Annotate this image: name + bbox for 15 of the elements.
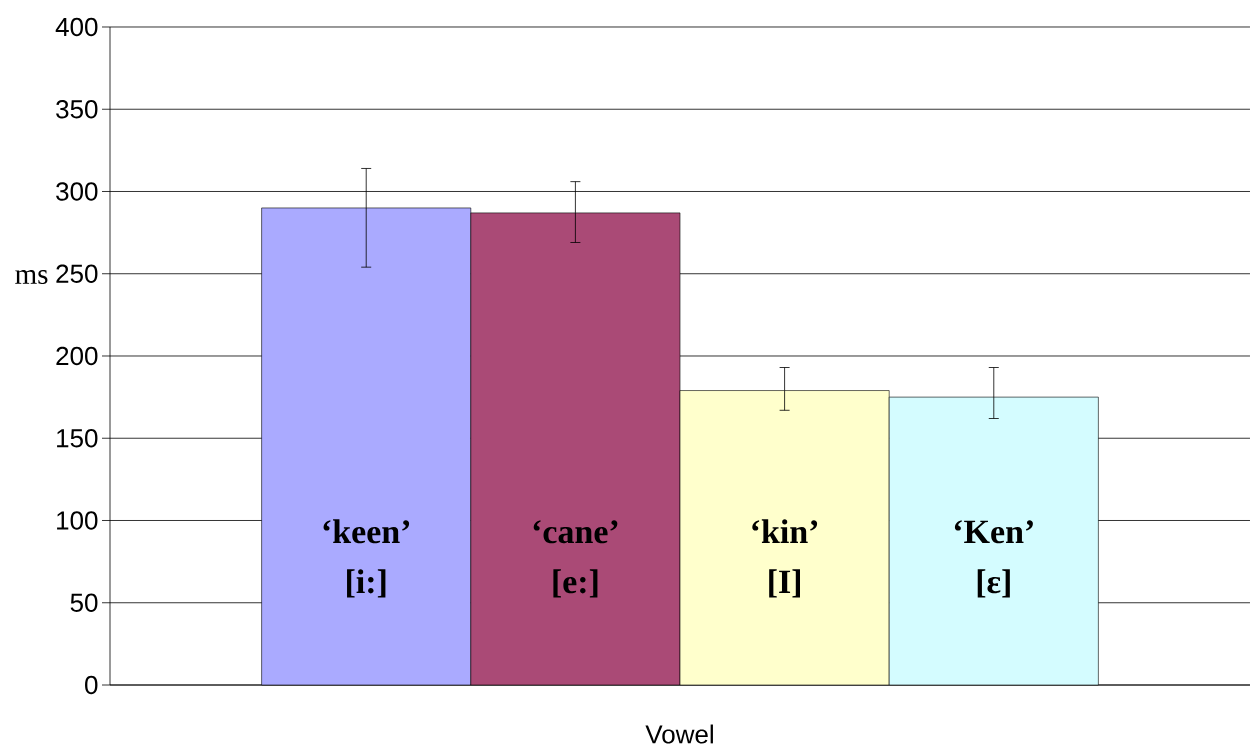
y-tick-label: 0 [85,675,98,695]
series-label: ‘cane’ [e:] [533,520,618,598]
y-tick-label: 300 [56,182,98,201]
y-tick-label: 50 [70,593,98,612]
y-tick-label: 100 [57,511,98,530]
y-axis-title: ms [15,270,48,285]
y-tick-label: 150 [57,429,98,448]
y-tick-label: 400 [55,17,98,37]
y-tick-label: 350 [56,100,98,119]
x-axis-title: Vowel [645,724,713,744]
series-label: ‘Ken’ [ε] [954,520,1033,598]
series-label: ‘keen’ [i:] [323,519,410,598]
y-tick-label: 250 [56,264,98,283]
y-tick-label: 200 [56,346,98,366]
series-label: ‘kin’ [I] [752,519,818,598]
